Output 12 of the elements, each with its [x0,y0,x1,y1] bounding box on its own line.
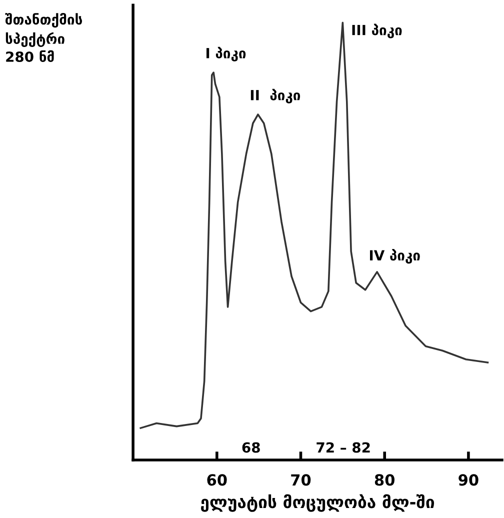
x-tick-label: 80 [374,474,394,486]
x-tick-label: 90 [458,474,478,486]
x-tick-label: 70 [291,474,311,486]
annotation: II პიკი [250,88,300,104]
x-axis-title: ელუატის მოცულობა მლ-ში [201,494,434,512]
annotation: 72 – 82 [316,442,370,453]
text: შთანთქმის სპექტრი 280 ნმ [5,12,82,62]
annotation: IV პიკი [370,249,420,264]
annotation: I პიკი [206,46,246,62]
annotation: 68 [242,442,260,453]
annotation: III პიკი [352,24,402,38]
x-tick-label: 60 [207,474,227,486]
